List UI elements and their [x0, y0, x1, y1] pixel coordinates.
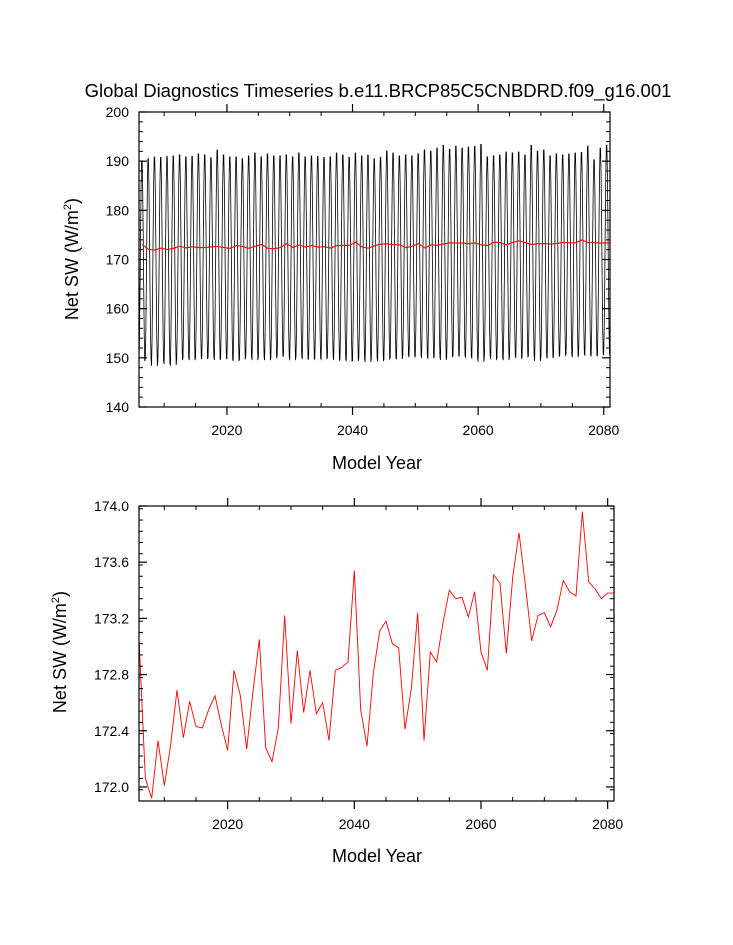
monthly-panel-annual-mean-line [141, 239, 610, 251]
monthly-y-axis-label: Net SW (W/m2) [62, 198, 82, 320]
monthly-x-tick-label: 2040 [337, 422, 368, 438]
monthly-y-tick-label: 160 [106, 301, 130, 317]
monthly-y-tick-label: 140 [106, 399, 130, 415]
monthly-x-axis-label: Model Year [332, 453, 422, 473]
annual-mean-series-line [138, 511, 614, 799]
annual-y-tick-label: 172.4 [94, 723, 129, 739]
annual-x-tick-label: 2080 [592, 816, 623, 832]
figure-title: Global Diagnostics Timeseries b.e11.BRCP… [85, 80, 672, 102]
annual-x-tick-label: 2040 [339, 816, 370, 832]
monthly-y-tick-label: 200 [106, 104, 130, 120]
monthly-x-tick-label: 2060 [463, 422, 494, 438]
annual-plot-frame [138, 505, 615, 802]
annual-y-tick-label: 172.0 [94, 779, 129, 795]
annual-y-tick-label: 173.2 [94, 610, 129, 626]
annual-x-tick-label: 2020 [212, 816, 243, 832]
monthly-x-tick-label: 2020 [211, 422, 242, 438]
monthly-x-tick-label: 2080 [588, 422, 619, 438]
annual-mean-panel: 2020 2040 2060 2080 172.0 172.4 172.8 173.2 173.… [50, 498, 623, 866]
annual-x-tick-label: 2060 [465, 816, 496, 832]
annual-y-axis-label: Net SW (W/m2) [50, 591, 70, 713]
monthly-y-tick-label: 170 [106, 252, 130, 268]
monthly-y-tick-label: 180 [106, 202, 130, 218]
monthly-y-tick-label: 150 [106, 350, 130, 366]
annual-x-axis-label: Model Year [332, 846, 422, 866]
monthly-series-line [138, 143, 610, 367]
monthly-timeseries-panel: 2020 2040 2060 2080 140 150 160 170 180 190 200 Mo… [62, 104, 620, 473]
annual-y-tick-label: 174.0 [94, 498, 129, 514]
annual-y-tick-label: 173.6 [94, 554, 129, 570]
monthly-y-tick-label: 190 [106, 153, 130, 169]
annual-y-tick-label: 172.8 [94, 667, 129, 683]
